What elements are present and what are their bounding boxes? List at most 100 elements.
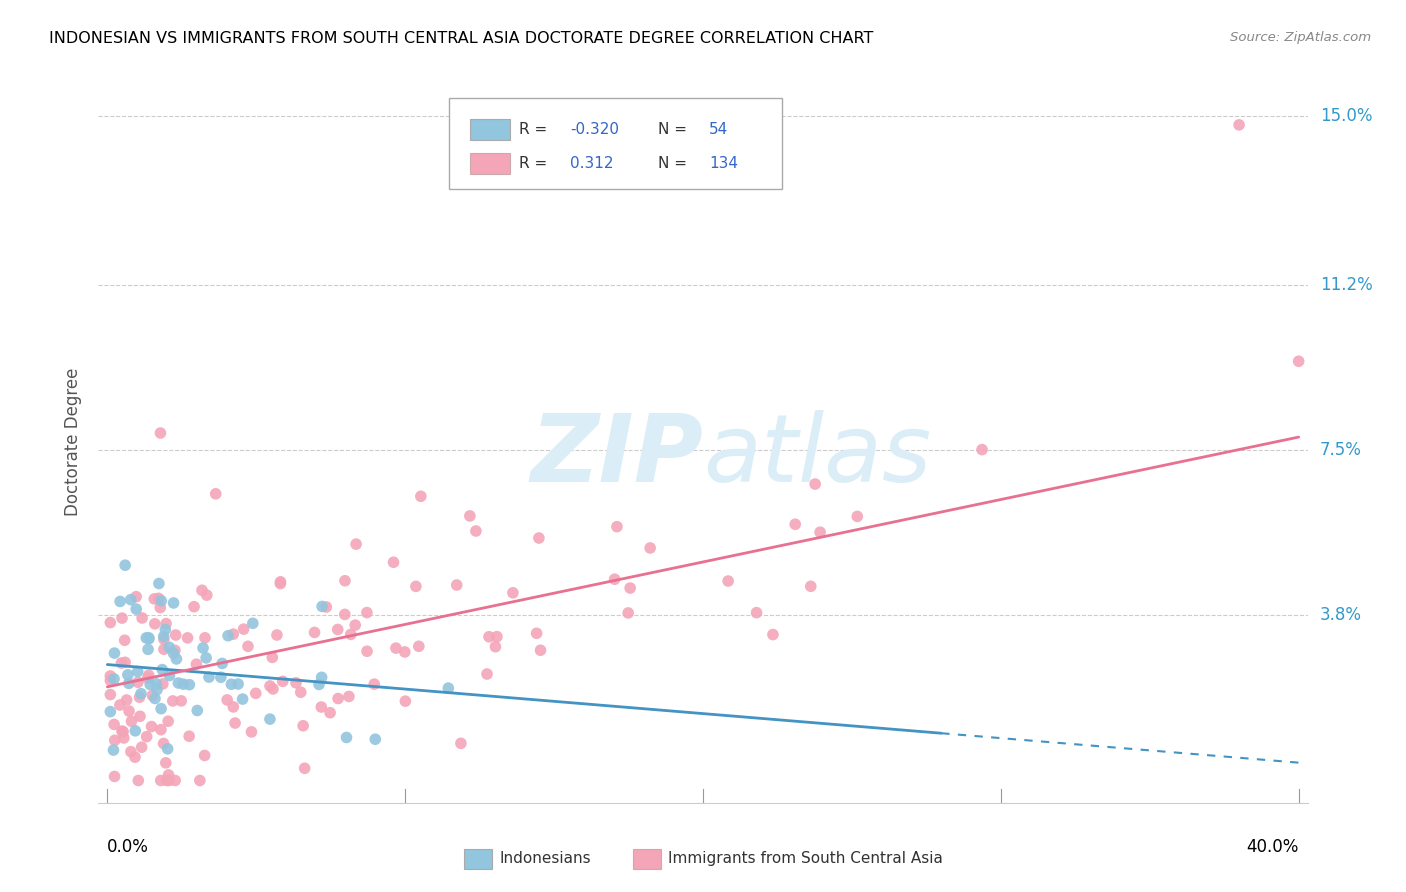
Point bbox=[120, 745, 142, 759]
Point bbox=[98, 669, 121, 683]
Point bbox=[745, 606, 768, 620]
Point bbox=[111, 611, 134, 625]
Point bbox=[143, 591, 166, 606]
Point bbox=[152, 677, 174, 691]
Point bbox=[124, 723, 146, 738]
Point bbox=[114, 655, 136, 669]
Text: N =: N = bbox=[658, 156, 688, 171]
Point bbox=[157, 714, 180, 729]
Point bbox=[162, 646, 184, 660]
Point bbox=[155, 756, 177, 770]
Point bbox=[170, 694, 193, 708]
Point bbox=[217, 629, 239, 643]
Point bbox=[294, 761, 316, 775]
Point bbox=[437, 681, 460, 695]
Point bbox=[326, 691, 349, 706]
Point bbox=[103, 743, 125, 757]
Point bbox=[155, 616, 177, 631]
Point bbox=[159, 668, 181, 682]
Point bbox=[129, 687, 152, 701]
Point bbox=[315, 600, 337, 615]
Point bbox=[446, 578, 468, 592]
Text: 7.5%: 7.5% bbox=[1320, 442, 1361, 459]
Point bbox=[112, 731, 135, 745]
Point bbox=[259, 679, 281, 693]
Point bbox=[103, 646, 125, 660]
Text: INDONESIAN VS IMMIGRANTS FROM SOUTH CENTRAL ASIA DOCTORATE DEGREE CORRELATION CH: INDONESIAN VS IMMIGRANTS FROM SOUTH CENT… bbox=[49, 31, 873, 46]
Point bbox=[103, 717, 125, 731]
Point bbox=[128, 690, 150, 705]
Text: 40.0%: 40.0% bbox=[1246, 838, 1299, 856]
Text: 134: 134 bbox=[709, 156, 738, 171]
Text: R =: R = bbox=[519, 122, 547, 136]
Point bbox=[150, 663, 173, 677]
Point bbox=[326, 623, 349, 637]
Text: Source: ZipAtlas.com: Source: ZipAtlas.com bbox=[1230, 31, 1371, 45]
Text: 3.8%: 3.8% bbox=[1320, 607, 1361, 624]
Text: ZIP: ZIP bbox=[530, 410, 703, 502]
Point bbox=[127, 675, 149, 690]
Point bbox=[157, 773, 180, 788]
Point bbox=[162, 596, 184, 610]
Point bbox=[157, 768, 180, 782]
Point bbox=[408, 640, 430, 654]
Point bbox=[183, 599, 205, 614]
Point bbox=[149, 723, 172, 737]
Point bbox=[339, 627, 361, 641]
Point bbox=[269, 576, 291, 591]
Point bbox=[344, 618, 367, 632]
Point bbox=[191, 583, 214, 598]
Point bbox=[970, 442, 993, 457]
Point bbox=[112, 724, 135, 739]
Point bbox=[156, 741, 179, 756]
Point bbox=[98, 615, 121, 630]
Text: R =: R = bbox=[519, 156, 547, 171]
Point bbox=[198, 670, 221, 684]
Point bbox=[394, 694, 416, 708]
Point bbox=[262, 681, 284, 696]
Point bbox=[195, 651, 218, 665]
Text: N =: N = bbox=[658, 122, 688, 136]
Point bbox=[394, 645, 416, 659]
Text: Indonesians: Indonesians bbox=[499, 852, 591, 866]
Point bbox=[311, 599, 333, 614]
Point bbox=[108, 594, 131, 608]
Point bbox=[311, 700, 333, 714]
Point bbox=[808, 525, 831, 540]
Point bbox=[194, 748, 217, 763]
Point bbox=[157, 640, 180, 655]
Point bbox=[114, 558, 136, 573]
Point bbox=[217, 693, 239, 707]
Point bbox=[363, 677, 385, 691]
Point bbox=[762, 627, 785, 641]
Point bbox=[153, 632, 176, 647]
Point bbox=[150, 701, 173, 715]
Point bbox=[335, 731, 357, 745]
Point bbox=[120, 592, 142, 607]
Point bbox=[103, 769, 125, 783]
Point bbox=[319, 706, 342, 720]
Point bbox=[141, 689, 163, 703]
Point bbox=[717, 574, 740, 588]
Text: 54: 54 bbox=[709, 122, 728, 136]
Point bbox=[131, 740, 153, 755]
Point bbox=[143, 691, 166, 706]
Point bbox=[125, 602, 148, 616]
Bar bbox=[470, 119, 509, 140]
Point bbox=[150, 593, 173, 607]
Point bbox=[139, 677, 162, 691]
Point bbox=[111, 724, 134, 739]
Point bbox=[285, 675, 308, 690]
Point bbox=[136, 642, 159, 657]
Point bbox=[292, 719, 315, 733]
Point bbox=[409, 489, 432, 503]
Point bbox=[221, 677, 243, 691]
Text: 11.2%: 11.2% bbox=[1320, 277, 1372, 294]
Point bbox=[118, 704, 141, 718]
Point bbox=[240, 725, 263, 739]
Point bbox=[450, 736, 472, 750]
Point bbox=[311, 670, 333, 684]
Point bbox=[165, 628, 187, 642]
Text: atlas: atlas bbox=[703, 410, 931, 501]
Point bbox=[165, 773, 187, 788]
